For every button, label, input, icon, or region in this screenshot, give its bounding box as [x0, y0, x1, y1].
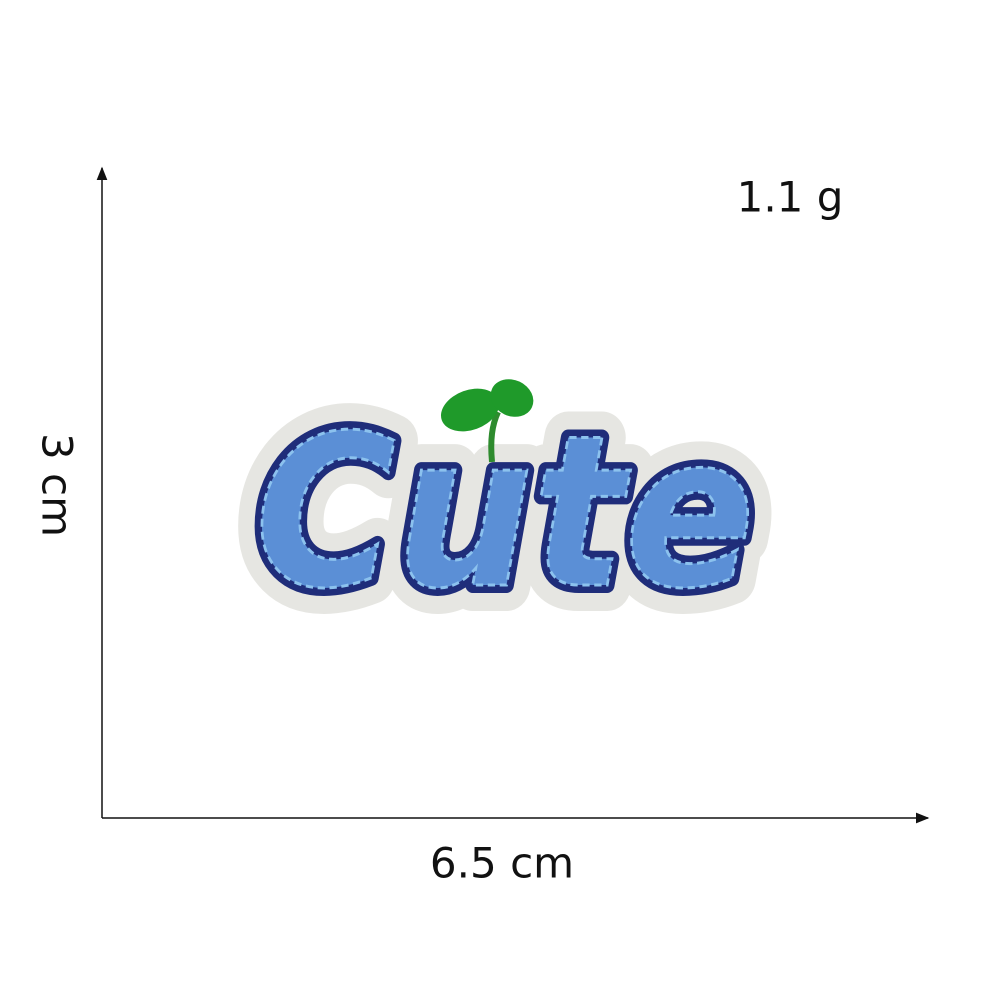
patch-outline: Cute: [255, 390, 755, 635]
sprout: [440, 379, 534, 463]
patch-letters: Cute: [255, 390, 755, 635]
patch: Cute Cute Cute: [229, 364, 781, 661]
height-label: 3 cm: [33, 433, 82, 537]
weight-label: 1.1 g: [737, 173, 844, 222]
width-label: 6.5 cm: [430, 839, 574, 888]
